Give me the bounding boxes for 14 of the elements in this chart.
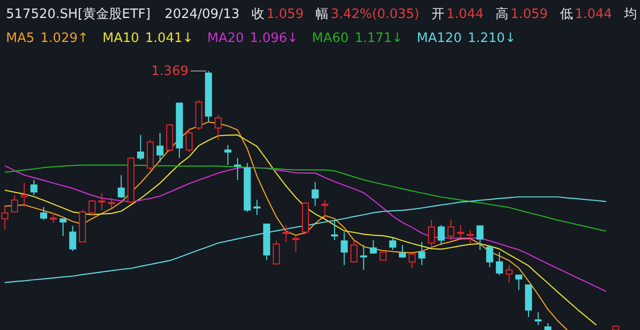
text: 幅 <box>316 7 329 22</box>
chart-title: 517520.SH[黄金股ETF] <box>6 7 151 22</box>
text: 1.059 <box>266 7 304 22</box>
text: 均 <box>623 7 638 22</box>
text: 1.059 <box>510 7 548 22</box>
text: 3.42%(0.035) <box>330 7 420 22</box>
text: 高 <box>496 6 509 22</box>
text: 1.044 <box>446 7 484 22</box>
text: 2024/09/13 <box>164 7 240 22</box>
text: 1.044 <box>574 7 612 22</box>
text: 开 <box>431 7 444 22</box>
text: 低 <box>560 7 573 22</box>
annotation: 1.369 <box>151 64 188 79</box>
text: 收 <box>252 7 264 22</box>
